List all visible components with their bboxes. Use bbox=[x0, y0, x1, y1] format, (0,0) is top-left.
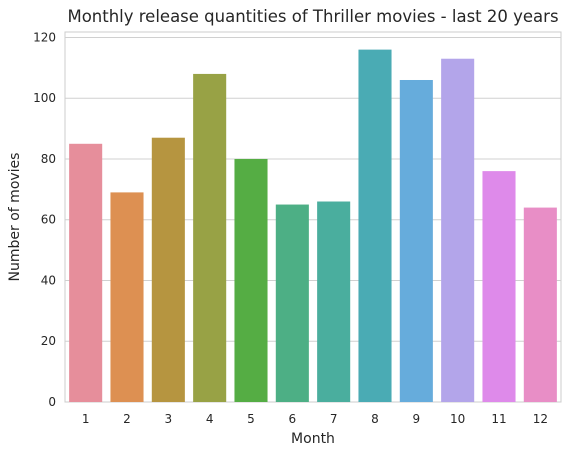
bar-month-2 bbox=[110, 192, 144, 402]
x-axis-label: Month bbox=[291, 431, 335, 447]
bar-month-1 bbox=[69, 143, 103, 402]
y-axis-label: Number of movies bbox=[7, 153, 23, 282]
x-tick-label: 12 bbox=[533, 412, 548, 426]
x-tick-label: 5 bbox=[247, 412, 255, 426]
y-tick-label: 40 bbox=[41, 273, 56, 287]
y-tick-label: 100 bbox=[33, 91, 56, 105]
y-tick-label: 0 bbox=[48, 395, 56, 409]
chart-title: Monthly release quantities of Thriller m… bbox=[67, 7, 558, 26]
x-tick-label: 2 bbox=[123, 412, 131, 426]
bar-month-8 bbox=[358, 49, 392, 402]
x-tick-label: 10 bbox=[450, 412, 465, 426]
y-tick-label: 60 bbox=[41, 213, 56, 227]
plot-area bbox=[64, 31, 562, 403]
bar-month-7 bbox=[317, 201, 351, 402]
bar-month-5 bbox=[234, 158, 268, 402]
y-tick-label: 120 bbox=[33, 30, 56, 44]
grid-lines bbox=[65, 36, 561, 342]
y-tick-label: 20 bbox=[41, 334, 56, 348]
bars bbox=[69, 49, 557, 403]
x-tick-label: 8 bbox=[371, 412, 379, 426]
x-tick-label: 9 bbox=[413, 412, 421, 426]
x-axis-ticks: 1 2 3 4 5 6 7 8 9 10 11 12 bbox=[82, 412, 548, 426]
x-tick-label: 1 bbox=[82, 412, 90, 426]
x-tick-label: 7 bbox=[330, 412, 338, 426]
x-tick-label: 11 bbox=[491, 412, 506, 426]
x-tick-label: 6 bbox=[289, 412, 297, 426]
x-tick-label: 3 bbox=[165, 412, 173, 426]
bar-month-9 bbox=[399, 79, 433, 403]
y-tick-label: 80 bbox=[41, 152, 56, 166]
bar-month-3 bbox=[151, 137, 185, 402]
bar-month-10 bbox=[441, 58, 475, 402]
bar-month-4 bbox=[193, 73, 227, 403]
bar-month-6 bbox=[275, 204, 309, 402]
bar-month-12 bbox=[523, 207, 557, 402]
x-tick-label: 4 bbox=[206, 412, 214, 426]
bar-month-11 bbox=[482, 171, 516, 402]
y-axis-ticks: 0 20 40 60 80 100 120 bbox=[33, 30, 56, 409]
